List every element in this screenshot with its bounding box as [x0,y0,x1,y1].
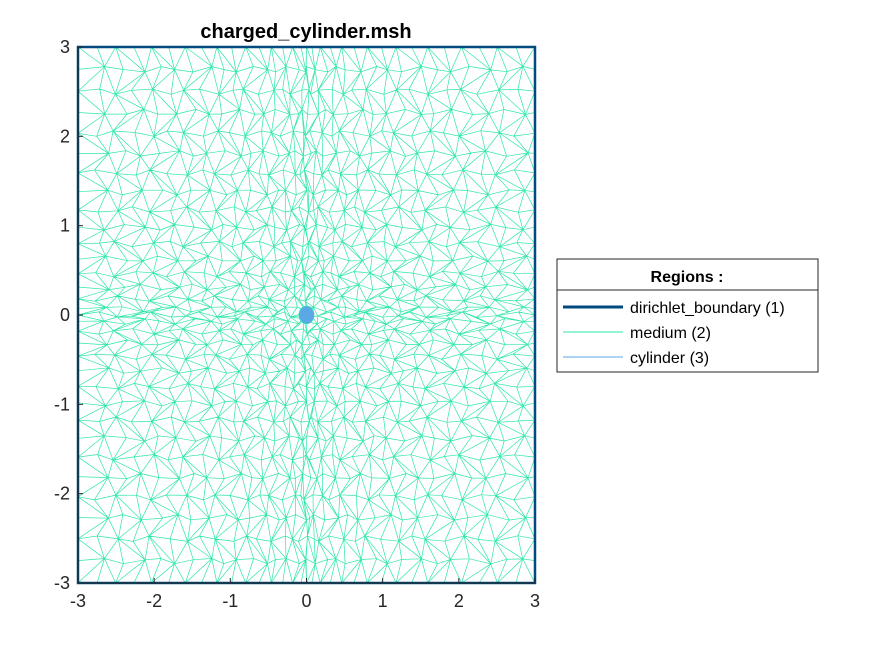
x-tick-label: -2 [146,591,162,611]
legend: Regions : dirichlet_boundary (1) medium (… [556,258,819,373]
y-tick-label: -2 [54,484,70,504]
legend-entry: medium (2) [563,325,711,342]
legend-title: Regions : [651,269,724,286]
x-tick-label: -3 [70,591,86,611]
legend-label: medium (2) [630,325,711,342]
legend-entry: cylinder (3) [563,350,709,367]
legend-entry: dirichlet_boundary (1) [563,300,785,317]
x-tick-label: 1 [378,591,388,611]
cylinder-fill [298,305,315,325]
y-tick-label: 3 [60,37,70,57]
legend-box [556,258,819,373]
x-tick-label: 0 [301,591,311,611]
legend-label: dirichlet_boundary (1) [630,300,785,317]
y-tick-label: 2 [60,126,70,146]
x-tick-label: 2 [454,591,464,611]
x-tick-label: -1 [222,591,238,611]
legend-label: cylinder (3) [630,350,709,367]
y-tick-label: 1 [60,216,70,236]
x-tick-label: 3 [530,591,540,611]
tick-labels: -3 -2 -1 0 1 2 3 -3 -2 -1 0 1 2 3 [54,37,540,611]
chart-title: charged_cylinder.msh [200,21,411,43]
axes [77,46,536,584]
y-tick-label: -3 [54,573,70,593]
y-tick-label: 0 [60,305,70,325]
cylinder-region [298,305,315,325]
y-tick-label: -1 [54,394,70,414]
